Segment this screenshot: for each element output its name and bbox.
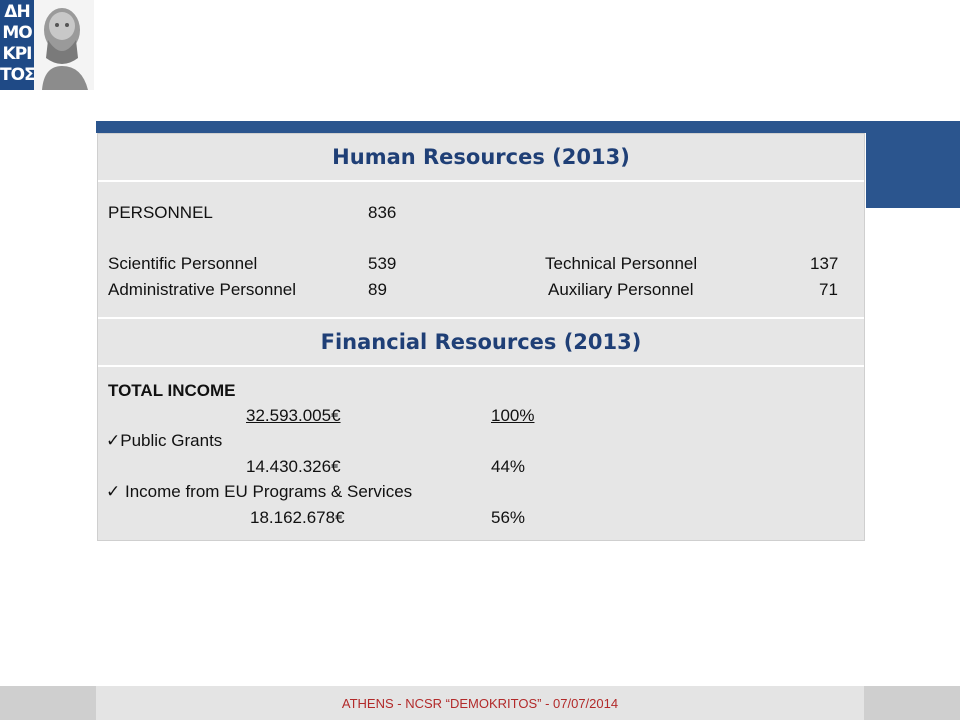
logo-letters-4: ΤΟΣ <box>0 65 36 85</box>
administrative-personnel-label: Administrative Personnel <box>108 280 297 299</box>
total-income-amount-value: 32.593.005€ <box>246 406 341 425</box>
democritus-bust-icon <box>34 0 94 90</box>
eu-income-amount: 18.162.678€ <box>250 508 345 527</box>
administrative-personnel-value: 89 <box>368 280 387 299</box>
logo-letters-2: ΜΟ <box>2 23 32 43</box>
public-grants-label: Public Grants <box>120 431 223 450</box>
auxiliary-personnel-value: 71 <box>819 280 838 299</box>
logo-text-block: ΔΗ ΜΟ ΚΡΙ ΤΟΣ <box>0 0 36 90</box>
auxiliary-personnel-label: Auxiliary Personnel <box>548 280 694 299</box>
eu-income-percent: 56% <box>491 508 526 527</box>
demokritos-logo: ΔΗ ΜΟ ΚΡΙ ΤΟΣ <box>0 0 94 90</box>
technical-personnel-value: 137 <box>810 254 839 273</box>
public-grants-percent: 44% <box>491 457 526 476</box>
top-blue-band <box>96 121 866 133</box>
total-income-label: TOTAL INCOME <box>108 381 236 400</box>
logo-letters-1: ΔΗ <box>4 2 30 22</box>
personnel-value: 836 <box>368 203 397 222</box>
footer-text: ATHENS - NCSR “DEMOKRITOS” - 07/07/2014 <box>341 695 619 711</box>
checkmark-icon: ✓ <box>106 482 121 501</box>
total-income-percent: 100% <box>491 406 535 425</box>
scientific-personnel-value: 539 <box>368 254 397 273</box>
scientific-personnel-label: Scientific Personnel <box>108 254 258 273</box>
public-grants-item: ✓Public Grants <box>106 431 222 451</box>
financial-resources-title: Financial Resources (2013) <box>98 317 864 367</box>
logo-letters-3: ΚΡΙ <box>2 44 33 64</box>
footer-left-block <box>0 686 96 720</box>
technical-personnel-label: Technical Personnel <box>545 254 698 273</box>
public-grants-amount: 14.430.326€ <box>246 457 341 476</box>
eu-income-label: Income from EU Programs & Services <box>120 482 413 501</box>
personnel-label: PERSONNEL <box>108 203 213 222</box>
checkmark-icon: ✓ <box>106 431 121 450</box>
footer: ATHENS - NCSR “DEMOKRITOS” - 07/07/2014 <box>96 686 864 720</box>
eu-income-item: ✓ Income from EU Programs & Services <box>106 482 412 502</box>
total-income-amount: 32.593.005€ <box>246 406 475 426</box>
human-resources-title: Human Resources (2013) <box>98 134 864 182</box>
resources-table: Human Resources (2013) PERSONNEL 836 Sci… <box>97 133 865 541</box>
right-blue-band <box>866 121 960 208</box>
footer-right-block <box>864 686 960 720</box>
